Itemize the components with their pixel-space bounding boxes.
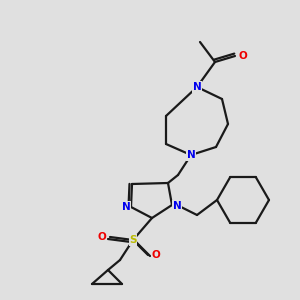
Text: N: N	[187, 150, 195, 160]
Text: O: O	[238, 51, 247, 61]
Text: N: N	[122, 202, 130, 212]
Text: O: O	[152, 250, 160, 260]
Text: N: N	[172, 201, 182, 211]
Text: O: O	[98, 232, 106, 242]
Text: N: N	[193, 82, 201, 92]
Text: S: S	[129, 235, 137, 245]
